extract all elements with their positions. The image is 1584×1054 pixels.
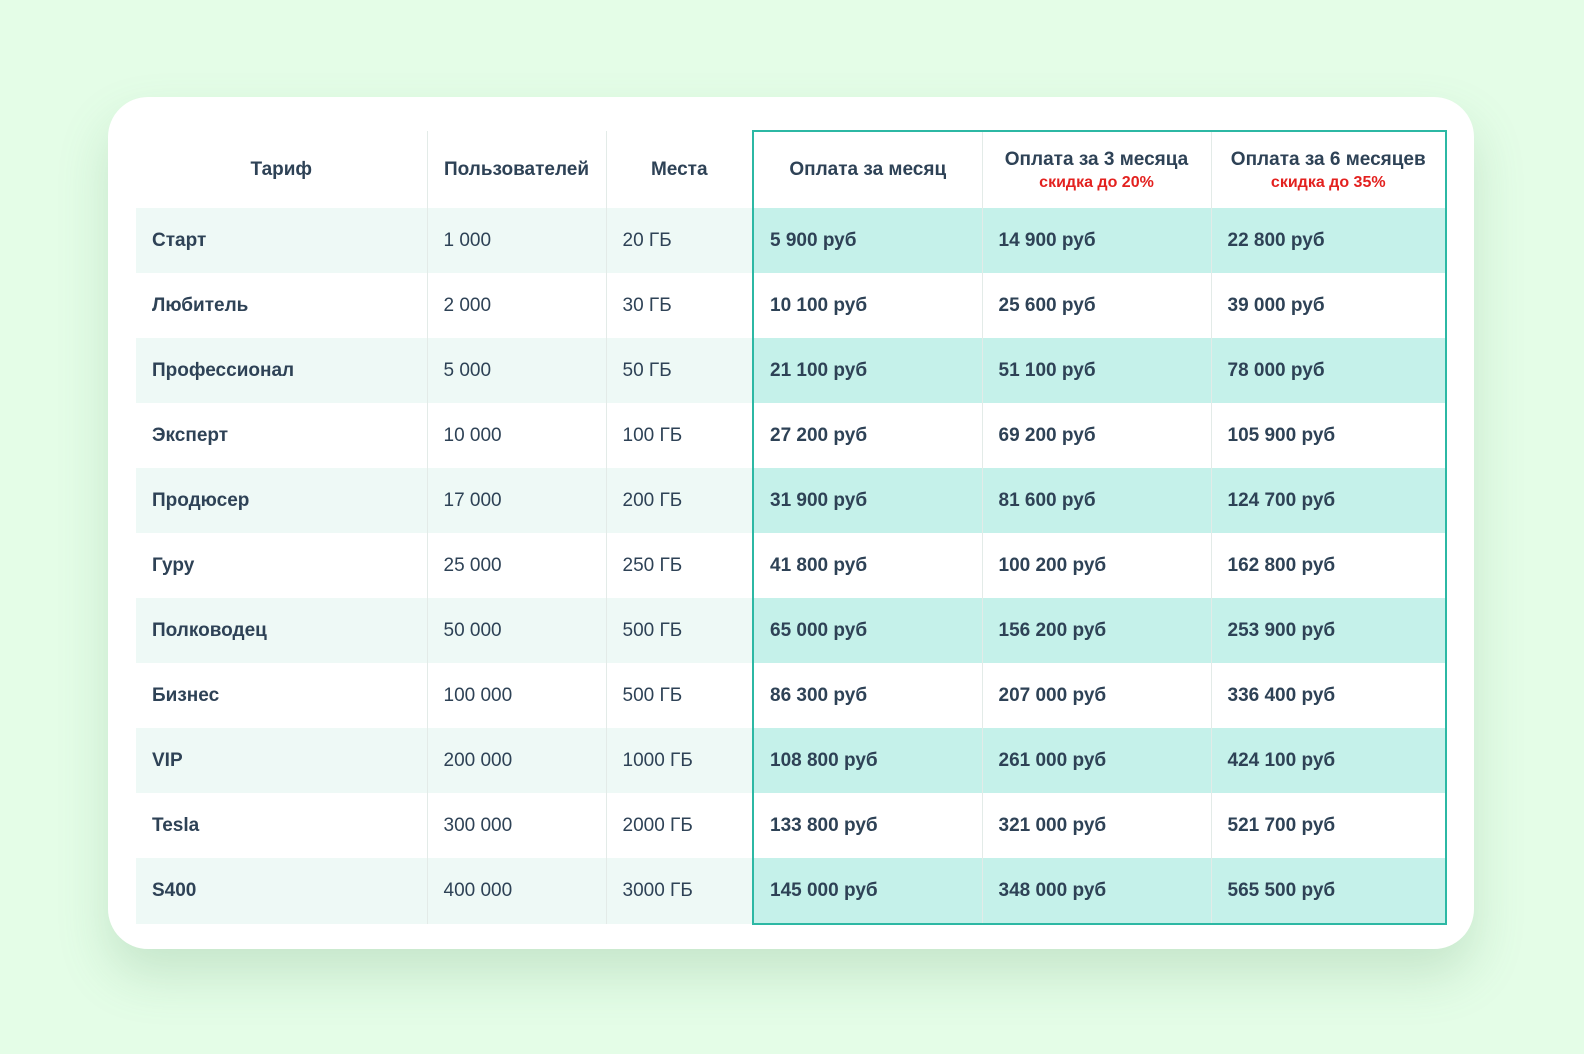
- cell-plan: Эксперт: [136, 403, 427, 468]
- cell-plan: Продюсер: [136, 468, 427, 533]
- cell-users: 50 000: [426, 598, 606, 663]
- cell-price-six-months: 521 700 руб: [1210, 793, 1447, 858]
- cell-price-month: 31 900 руб: [752, 468, 982, 533]
- cell-price-three-months: 261 000 руб: [981, 728, 1211, 793]
- cell-plan: Профессионал: [136, 338, 427, 403]
- table-row: Профессионал 5 000 50 ГБ 21 100 руб 51 100 р…: [136, 338, 1447, 403]
- cell-price-six-months: 124 700 руб: [1210, 468, 1447, 533]
- header-row: Тариф Пользователей Места Оплата за меся…: [136, 130, 1447, 208]
- cell-price-six-months: 565 500 руб: [1210, 858, 1447, 925]
- cell-price-three-months: 207 000 руб: [981, 663, 1211, 728]
- cell-storage: 1000 ГБ: [605, 728, 753, 793]
- cell-storage: 30 ГБ: [605, 273, 753, 338]
- cell-price-month: 10 100 руб: [752, 273, 982, 338]
- cell-price-month: 133 800 руб: [752, 793, 982, 858]
- cell-plan: Полководец: [136, 598, 427, 663]
- table-row: Эксперт 10 000 100 ГБ 27 200 руб 69 200 руб 1…: [136, 403, 1447, 468]
- header-three-months-label: Оплата за 3 месяца: [1004, 148, 1189, 170]
- cell-users: 17 000: [426, 468, 606, 533]
- table-row: Любитель 2 000 30 ГБ 10 100 руб 25 600 руб 39…: [136, 273, 1447, 338]
- cell-price-month: 145 000 руб: [752, 858, 982, 925]
- table-row: Полководец 50 000 500 ГБ 65 000 руб 156 200 …: [136, 598, 1447, 663]
- header-storage: Места: [605, 131, 753, 208]
- cell-storage: 50 ГБ: [605, 338, 753, 403]
- cell-users: 1 000: [426, 208, 606, 273]
- cell-users: 10 000: [426, 403, 606, 468]
- table-row: Tesla 300 000 2000 ГБ 133 800 руб 321 000 ру…: [136, 793, 1447, 858]
- header-six-months-label: Оплата за 6 месяцев: [1230, 148, 1426, 170]
- cell-price-month: 86 300 руб: [752, 663, 982, 728]
- cell-price-three-months: 14 900 руб: [981, 208, 1211, 273]
- header-three-months-discount: скидка до 20%: [1039, 173, 1154, 191]
- pricing-card: Тариф Пользователей Места Оплата за меся…: [108, 97, 1474, 949]
- cell-price-six-months: 424 100 руб: [1210, 728, 1447, 793]
- cell-storage: 20 ГБ: [605, 208, 753, 273]
- cell-price-six-months: 162 800 руб: [1210, 533, 1447, 598]
- cell-users: 2 000: [426, 273, 606, 338]
- table-row: Бизнес 100 000 500 ГБ 86 300 руб 207 000 руб…: [136, 663, 1447, 728]
- cell-price-six-months: 336 400 руб: [1210, 663, 1447, 728]
- cell-users: 25 000: [426, 533, 606, 598]
- cell-storage: 250 ГБ: [605, 533, 753, 598]
- table-row: Продюсер 17 000 200 ГБ 31 900 руб 81 600 руб…: [136, 468, 1447, 533]
- cell-price-month: 5 900 руб: [752, 208, 982, 273]
- cell-price-three-months: 156 200 руб: [981, 598, 1211, 663]
- cell-users: 5 000: [426, 338, 606, 403]
- cell-plan: Старт: [136, 208, 427, 273]
- header-six-months: Оплата за 6 месяцев скидка до 35%: [1210, 130, 1447, 208]
- cell-price-three-months: 321 000 руб: [981, 793, 1211, 858]
- cell-plan: Гуру: [136, 533, 427, 598]
- cell-plan: S400: [136, 858, 427, 924]
- cell-users: 300 000: [426, 793, 606, 858]
- cell-price-three-months: 51 100 руб: [981, 338, 1211, 403]
- table-row: VIP 200 000 1000 ГБ 108 800 руб 261 000 руб 4…: [136, 728, 1447, 793]
- cell-price-six-months: 78 000 руб: [1210, 338, 1447, 403]
- cell-price-six-months: 22 800 руб: [1210, 208, 1447, 273]
- cell-price-three-months: 69 200 руб: [981, 403, 1211, 468]
- table-row: S400 400 000 3000 ГБ 145 000 руб 348 000 руб…: [136, 858, 1447, 925]
- cell-price-month: 108 800 руб: [752, 728, 982, 793]
- cell-users: 200 000: [426, 728, 606, 793]
- header-three-months: Оплата за 3 месяца скидка до 20%: [981, 130, 1211, 208]
- cell-price-month: 21 100 руб: [752, 338, 982, 403]
- cell-plan: VIP: [136, 728, 427, 793]
- cell-price-month: 65 000 руб: [752, 598, 982, 663]
- cell-plan: Tesla: [136, 793, 427, 858]
- header-six-months-discount: скидка до 35%: [1270, 173, 1386, 191]
- cell-users: 100 000: [426, 663, 606, 728]
- header-month: Оплата за месяц: [752, 130, 982, 208]
- table-header: Тариф Пользователей Места Оплата за меся…: [136, 130, 1447, 208]
- header-plan: Тариф: [136, 131, 427, 208]
- cell-plan: Бизнес: [136, 663, 427, 728]
- cell-storage: 3000 ГБ: [605, 858, 753, 924]
- cell-price-six-months: 105 900 руб: [1210, 403, 1447, 468]
- cell-storage: 2000 ГБ: [605, 793, 753, 858]
- cell-price-six-months: 39 000 руб: [1210, 273, 1447, 338]
- cell-price-three-months: 100 200 руб: [981, 533, 1211, 598]
- cell-storage: 100 ГБ: [605, 403, 753, 468]
- cell-price-three-months: 81 600 руб: [981, 468, 1211, 533]
- cell-price-six-months: 253 900 руб: [1210, 598, 1447, 663]
- cell-price-three-months: 348 000 руб: [981, 858, 1211, 925]
- cell-price-month: 41 800 руб: [752, 533, 982, 598]
- cell-price-three-months: 25 600 руб: [981, 273, 1211, 338]
- table-body: Старт 1 000 20 ГБ 5 900 руб 14 900 руб 22 800…: [136, 208, 1447, 925]
- cell-storage: 500 ГБ: [605, 598, 753, 663]
- pricing-table: Тариф Пользователей Места Оплата за меся…: [136, 130, 1447, 925]
- pricing-table-wrapper: Тариф Пользователей Места Оплата за меся…: [136, 130, 1447, 925]
- table-row: Старт 1 000 20 ГБ 5 900 руб 14 900 руб 22 800…: [136, 208, 1447, 273]
- cell-price-month: 27 200 руб: [752, 403, 982, 468]
- cell-storage: 200 ГБ: [605, 468, 753, 533]
- header-users: Пользователей: [426, 131, 606, 208]
- cell-plan: Любитель: [136, 273, 427, 338]
- cell-users: 400 000: [426, 858, 606, 924]
- table-row: Гуру 25 000 250 ГБ 41 800 руб 100 200 руб 162…: [136, 533, 1447, 598]
- cell-storage: 500 ГБ: [605, 663, 753, 728]
